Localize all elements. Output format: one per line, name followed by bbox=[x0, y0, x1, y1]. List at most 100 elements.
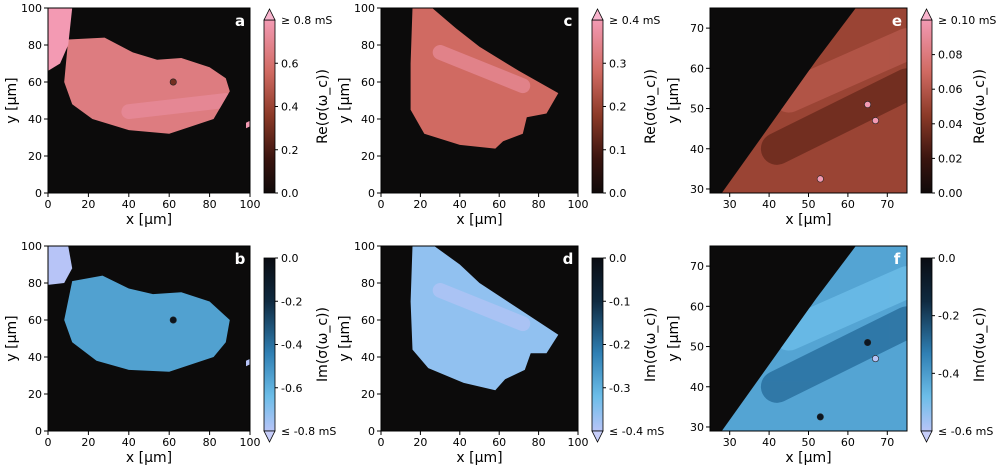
plot-frame bbox=[47, 7, 251, 194]
x-tick-label: 20 bbox=[413, 198, 427, 211]
x-tick-label: 70 bbox=[880, 436, 894, 449]
plot-area bbox=[410, 8, 559, 149]
plot-frame bbox=[380, 245, 579, 432]
y-tick-label: 100 bbox=[21, 2, 42, 15]
colorbar-body bbox=[920, 257, 933, 432]
flake-region bbox=[410, 8, 559, 149]
colorbar: 0.0 0.2 0.4 0.6 ≥ 0.8 mS Re(σ(ω_c)) bbox=[263, 8, 332, 200]
x-tick-label: 20 bbox=[81, 436, 95, 449]
colorbar: 0.0 -0.1 -0.2 -0.3 ≤ -0.4 mS Im(σ(ω_c)) bbox=[591, 252, 664, 443]
y-axis-label: y [μm] bbox=[666, 77, 682, 123]
defect-spot bbox=[169, 316, 177, 324]
plot-area bbox=[48, 246, 250, 372]
x-tick-label: 20 bbox=[413, 436, 427, 449]
colorbar-tick-label: -0.3 bbox=[609, 382, 630, 395]
colorbar-tick-label: 0.0 bbox=[609, 187, 627, 200]
x-tick-label: 60 bbox=[162, 436, 176, 449]
y-tick-label: 40 bbox=[28, 113, 42, 126]
y-tick-label: 20 bbox=[361, 150, 375, 163]
x-tick-label: 80 bbox=[532, 198, 546, 211]
colorbar: 0.0 -0.2 -0.4 -0.6 ≤ -0.8 mS Im(σ(ω_c)) bbox=[263, 252, 336, 443]
panel-label: b bbox=[235, 250, 246, 268]
colorbar-label: Im(σ(ω_c)) bbox=[972, 307, 988, 382]
defect-spot bbox=[864, 339, 872, 347]
plot-area bbox=[48, 8, 250, 134]
colorbar-tick-label: 0.3 bbox=[609, 57, 627, 70]
y-tick-label: 100 bbox=[21, 240, 42, 253]
panel-c: 0 20 40 60 80 100 0 20 40 60 80 100 x [μm] y [μm] c 0.0… bbox=[337, 2, 660, 228]
y-tick-label: 20 bbox=[28, 150, 42, 163]
defect-spot bbox=[816, 413, 824, 421]
y-tick-label: 40 bbox=[361, 351, 375, 364]
flake-region bbox=[64, 275, 230, 372]
x-tick-label: 100 bbox=[240, 198, 261, 211]
colorbar-tick-label: 0.0 bbox=[281, 252, 299, 265]
x-axis-label: x [μm] bbox=[456, 450, 502, 465]
colorbar-tick-label: 0.00 bbox=[938, 187, 963, 200]
colorbar-extend-min bbox=[263, 430, 276, 443]
colorbar-extend-min bbox=[591, 430, 604, 443]
y-tick-label: 0 bbox=[35, 425, 42, 438]
colorbar-tick-label: 0.6 bbox=[281, 57, 299, 70]
colorbar-tick-label: 0.04 bbox=[938, 118, 963, 131]
x-axis-label: x [μm] bbox=[126, 450, 172, 465]
x-axis-label: x [μm] bbox=[126, 212, 172, 228]
panel-d: 0 20 40 60 80 100 0 20 40 60 80 100 x [μm] y [μm] d 0.0… bbox=[337, 240, 664, 466]
y-tick-label: 60 bbox=[28, 76, 42, 89]
y-axis-label: y [μm] bbox=[666, 315, 682, 361]
colorbar-tick-label: 0.06 bbox=[938, 83, 963, 96]
colorbar-tick-label: 0.08 bbox=[938, 49, 963, 62]
colorbar-extend-label: ≥ 0.8 mS bbox=[281, 14, 332, 27]
flake-stripe bbox=[760, 68, 907, 165]
x-tick-label: 30 bbox=[723, 198, 737, 211]
colorbar-label: Re(σ(ω_c)) bbox=[643, 69, 659, 144]
defect-spot bbox=[864, 101, 872, 109]
colorbar-tick-label: 0.0 bbox=[938, 252, 956, 265]
flake-stripe bbox=[760, 306, 907, 403]
x-tick-label: 40 bbox=[453, 198, 467, 211]
plot-frame bbox=[47, 245, 251, 432]
x-tick-label: 100 bbox=[240, 436, 261, 449]
panel-label: d bbox=[563, 250, 574, 268]
colorbar-extend-max bbox=[263, 8, 276, 21]
x-axis-label: x [μm] bbox=[785, 212, 831, 228]
panel-a: 0 20 40 60 80 100 0 20 40 60 80 100 x [μm] y [μm] a 0.0… bbox=[4, 2, 332, 228]
x-tick-label: 50 bbox=[802, 436, 816, 449]
y-tick-label: 100 bbox=[354, 2, 375, 15]
colorbar-tick-label: 0.0 bbox=[609, 252, 627, 265]
y-tick-label: 70 bbox=[690, 260, 704, 273]
panel-label: e bbox=[892, 12, 902, 30]
colorbar-tick-label: 0.4 bbox=[281, 101, 299, 114]
colorbar-tick-label: 0.2 bbox=[281, 144, 299, 157]
y-axis-label: y [μm] bbox=[337, 77, 353, 123]
plot-area bbox=[721, 8, 907, 193]
colorbar-tick-label: -0.4 bbox=[281, 339, 302, 352]
colorbar: 0.00 0.02 0.04 0.06 0.08 ≥ 0.10 mS Re(σ(ω_c)) bbox=[920, 8, 996, 200]
colorbar: 0.0 -0.2 -0.4 ≤ -0.6 mS Im(σ(ω_c)) bbox=[920, 252, 993, 443]
x-tick-label: 60 bbox=[841, 436, 855, 449]
x-tick-label: 60 bbox=[492, 436, 506, 449]
plot-frame bbox=[380, 7, 579, 194]
flake-fragment bbox=[246, 120, 250, 129]
y-tick-label: 50 bbox=[690, 103, 704, 116]
x-tick-label: 40 bbox=[453, 436, 467, 449]
panel-label: c bbox=[564, 12, 573, 30]
y-tick-label: 20 bbox=[28, 388, 42, 401]
y-tick-label: 70 bbox=[690, 22, 704, 35]
colorbar-tick-label: -0.1 bbox=[609, 295, 630, 308]
y-tick-label: 0 bbox=[368, 187, 375, 200]
panel-b: 0 20 40 60 80 100 0 20 40 60 80 100 x [μm] y [μm] b 0.0… bbox=[4, 240, 336, 466]
x-tick-label: 80 bbox=[532, 436, 546, 449]
x-tick-label: 70 bbox=[880, 198, 894, 211]
y-tick-label: 20 bbox=[361, 388, 375, 401]
x-axis-label: x [μm] bbox=[785, 450, 831, 465]
colorbar-tick-label: -0.2 bbox=[609, 339, 630, 352]
plot-area bbox=[410, 246, 559, 391]
colorbar-tick-label: 0.1 bbox=[609, 144, 627, 157]
colorbar-tick-label: -0.4 bbox=[938, 367, 959, 380]
flake-fragment bbox=[246, 358, 250, 367]
colorbar-extend-min bbox=[920, 430, 933, 443]
defect-spot bbox=[169, 78, 177, 86]
colorbar-extend-max bbox=[591, 8, 604, 21]
y-tick-label: 60 bbox=[361, 314, 375, 327]
